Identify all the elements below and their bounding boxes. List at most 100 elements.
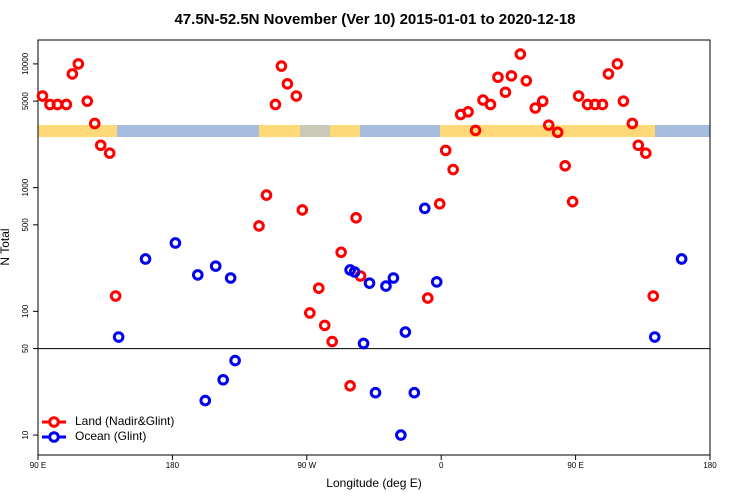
x-axis-label: Longitude (deg E) [326,476,421,490]
x-tick-label: 90 E [567,461,583,470]
data-point [433,197,446,210]
y-tick-label: 50 [21,344,30,353]
data-point [60,98,73,111]
data-point [350,212,362,224]
data-point [344,380,356,392]
plot-frame [37,39,711,456]
data-point [357,337,370,350]
data-point [380,280,392,292]
data-point [72,58,85,70]
data-point [199,394,212,407]
data-point [611,58,624,70]
data-point [253,220,265,232]
data-point [520,75,533,87]
data-point [499,86,512,99]
data-point [281,78,294,90]
data-point [296,204,309,216]
y-tick-label: 5000 [21,92,30,110]
data-point [139,253,152,265]
data-point [536,95,549,107]
data-point [312,282,325,294]
chart-title: 47.5N-52.5N November (Ver 10) 2015-01-01… [174,11,575,28]
data-point [36,90,49,102]
y-tick-label: 10 [21,430,30,439]
data-point [447,163,459,176]
data-point [602,68,615,80]
surface-strip [38,125,710,137]
ocean-strip [360,125,440,137]
data-point [66,68,79,80]
data-point [572,90,585,102]
data-point [632,139,645,152]
data-point [387,272,400,284]
data-point [492,71,504,84]
data-point [439,144,452,157]
data-point [617,95,630,107]
data-point [529,102,542,114]
y-tick-label: 10000 [21,52,30,75]
data-point [326,335,338,348]
legend-label: Ocean (Glint) [75,429,146,443]
data-point [559,160,571,172]
x-tick-label: 90 E [30,461,46,470]
data-point [542,119,555,131]
data-point [51,98,64,111]
ocean-strip [655,125,710,137]
data-point [335,246,347,259]
data-point [88,117,101,130]
data-point [484,98,497,111]
data-point [191,269,204,281]
y-tick-label: 1000 [21,178,30,196]
data-point [505,70,518,82]
data-point [626,117,639,130]
x-tick-label: 0 [439,461,444,470]
data-point [469,124,482,137]
y-tick-label: 500 [21,218,30,232]
data-point [112,331,125,343]
ocean-strip [117,125,259,137]
data-point [551,126,564,139]
data-point [290,90,303,102]
data-point [408,386,421,399]
data-point [421,292,434,304]
y-tick-label: 100 [21,304,30,318]
data-point [648,331,661,343]
data-point [109,290,122,302]
data-point [217,373,229,386]
data-point [418,202,431,215]
x-tick-label: 180 [166,461,180,470]
data-point [369,386,382,399]
data-point [169,237,182,249]
x-tick-label: 90 W [297,461,316,470]
data-point [318,319,331,332]
data-point [94,139,107,152]
data-point [430,276,443,288]
data-point [269,98,282,111]
data-point [647,290,660,302]
ocean-strip [300,125,330,137]
data-point [566,195,579,208]
data-point [224,272,237,284]
legend-marker [48,431,60,443]
data-point [596,98,609,111]
data-point [229,354,241,367]
data-point [462,106,474,118]
data-point [348,266,361,278]
data-point [103,147,116,159]
data-point [275,60,288,72]
legend-marker [48,416,60,428]
data-point [303,307,316,319]
data-point [639,147,652,159]
x-tick-label: 180 [703,461,717,470]
legend-label: Land (Nadir&Glint) [75,414,174,428]
data-point [514,48,527,60]
data-point [395,429,407,441]
data-point [209,260,222,272]
data-point [260,189,273,201]
data-point [363,277,376,289]
data-point [675,253,688,265]
data-point [399,326,412,338]
data-point [81,95,94,107]
y-axis-label: N Total [0,228,12,265]
